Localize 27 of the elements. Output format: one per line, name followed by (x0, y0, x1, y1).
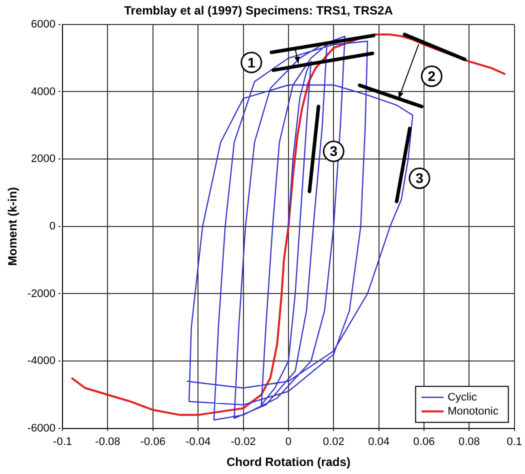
annotation: 2 (428, 68, 436, 84)
y-tick-label: 2000 (31, 153, 56, 166)
y-tick-label: -6000 (27, 422, 56, 434)
x-tick-label: -0.02 (230, 436, 256, 448)
annotation: 3 (330, 143, 338, 160)
y-tick-label: 0 (49, 220, 56, 232)
y-tick-label: 4000 (31, 86, 56, 98)
x-tick-label: 0.1 (506, 436, 522, 448)
x-tick-label: 0.08 (458, 436, 480, 448)
annotation: 1 (247, 54, 256, 70)
x-tick-label: 0.04 (368, 436, 390, 448)
x-tick-label: 0 (285, 436, 292, 448)
x-tick-label: -0.06 (140, 436, 166, 448)
y-tick-label: -4000 (27, 355, 56, 368)
chart-title: Tremblay et al (1997) Specimens: TRS1, TRS2A (124, 4, 394, 18)
y-tick-label: 6000 (31, 18, 56, 30)
x-tick-label: 0.06 (413, 436, 435, 448)
y-tick-label: -2000 (27, 288, 56, 300)
annotation: 3 (416, 170, 424, 186)
x-axis-title: Chord Rotation (rads) (226, 455, 350, 470)
x-tick-label: -0.08 (95, 436, 120, 448)
legend-label: Monotonic (448, 405, 499, 418)
x-tick-label: -0.1 (53, 436, 72, 448)
legend-label: Cyclic (448, 391, 478, 404)
x-tick-label: -0.04 (186, 436, 211, 448)
x-tick-label: 0.02 (322, 436, 344, 448)
y-axis-title: Moment (k-in) (6, 187, 20, 266)
